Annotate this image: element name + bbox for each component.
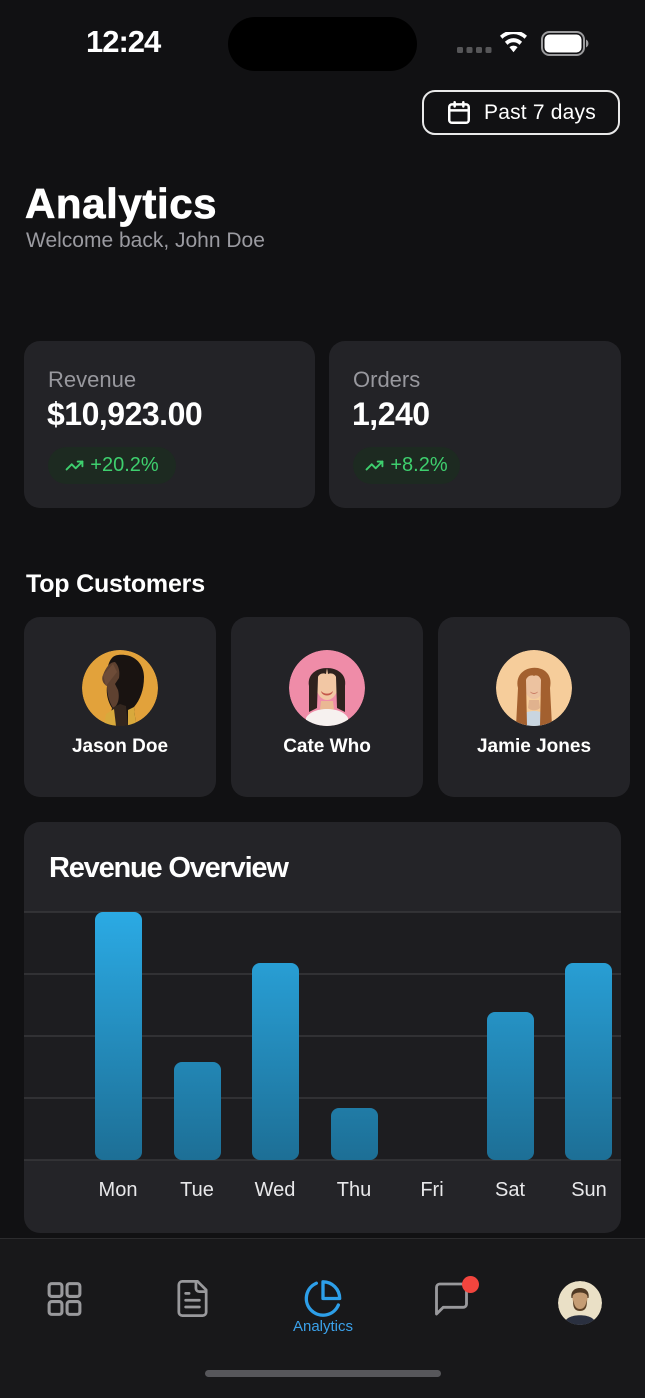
svg-text:Sun: Sun: [571, 1179, 607, 1201]
svg-text:Tue: Tue: [180, 1179, 214, 1201]
svg-text:Wed: Wed: [255, 1179, 296, 1201]
svg-text:Sat: Sat: [495, 1179, 525, 1201]
svg-text:Thu: Thu: [337, 1179, 371, 1201]
svg-text:Mon: Mon: [99, 1179, 138, 1201]
svg-text:Fri: Fri: [420, 1179, 443, 1201]
